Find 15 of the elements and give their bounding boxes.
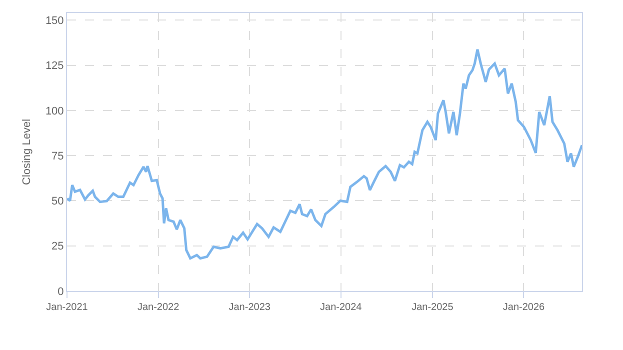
- x-tick-label: Jan-2024: [320, 302, 362, 313]
- y-tick-label: 75: [52, 150, 64, 162]
- y-tick-label: 125: [45, 60, 64, 72]
- y-tick-label: 150: [45, 15, 64, 28]
- x-tick-label: Jan-2021: [46, 302, 88, 313]
- y-axis-title: Closing Level: [21, 118, 34, 186]
- y-tick-label: 100: [45, 105, 64, 118]
- y-tick-label: 50: [52, 196, 64, 208]
- x-tick-label: Jan-2025: [412, 302, 454, 313]
- y-tick-label: 0: [58, 286, 64, 298]
- x-tick-label: Jan-2022: [137, 302, 180, 313]
- x-tick-label: Jan-2026: [502, 302, 546, 313]
- x-tick-label: Jan-2023: [228, 302, 271, 313]
- y-tick-label: 25: [52, 240, 64, 253]
- line-series: [67, 48, 582, 260]
